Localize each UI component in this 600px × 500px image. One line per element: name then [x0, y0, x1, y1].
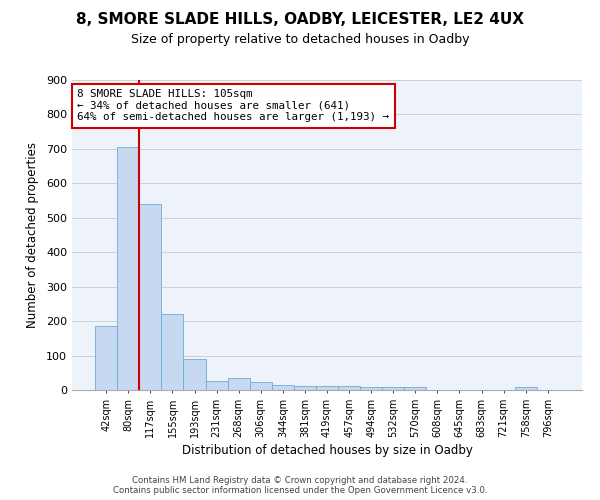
Text: 8 SMORE SLADE HILLS: 105sqm
← 34% of detached houses are smaller (641)
64% of se: 8 SMORE SLADE HILLS: 105sqm ← 34% of det…	[77, 90, 389, 122]
Bar	[294, 386, 316, 390]
Bar	[404, 387, 427, 390]
Bar	[184, 359, 206, 390]
Bar	[250, 382, 272, 390]
X-axis label: Distribution of detached houses by size in Oadby: Distribution of detached houses by size …	[182, 444, 472, 457]
Bar	[117, 147, 139, 390]
Bar	[382, 386, 404, 390]
Bar	[206, 380, 227, 390]
Bar	[227, 378, 250, 390]
Text: Contains HM Land Registry data © Crown copyright and database right 2024.
Contai: Contains HM Land Registry data © Crown c…	[113, 476, 487, 495]
Bar	[161, 314, 184, 390]
Bar	[338, 386, 360, 390]
Text: 8, SMORE SLADE HILLS, OADBY, LEICESTER, LE2 4UX: 8, SMORE SLADE HILLS, OADBY, LEICESTER, …	[76, 12, 524, 28]
Y-axis label: Number of detached properties: Number of detached properties	[26, 142, 39, 328]
Bar	[360, 387, 382, 390]
Text: Size of property relative to detached houses in Oadby: Size of property relative to detached ho…	[131, 32, 469, 46]
Bar	[515, 387, 537, 390]
Bar	[316, 386, 338, 390]
Bar	[95, 326, 117, 390]
Bar	[139, 204, 161, 390]
Bar	[272, 385, 294, 390]
